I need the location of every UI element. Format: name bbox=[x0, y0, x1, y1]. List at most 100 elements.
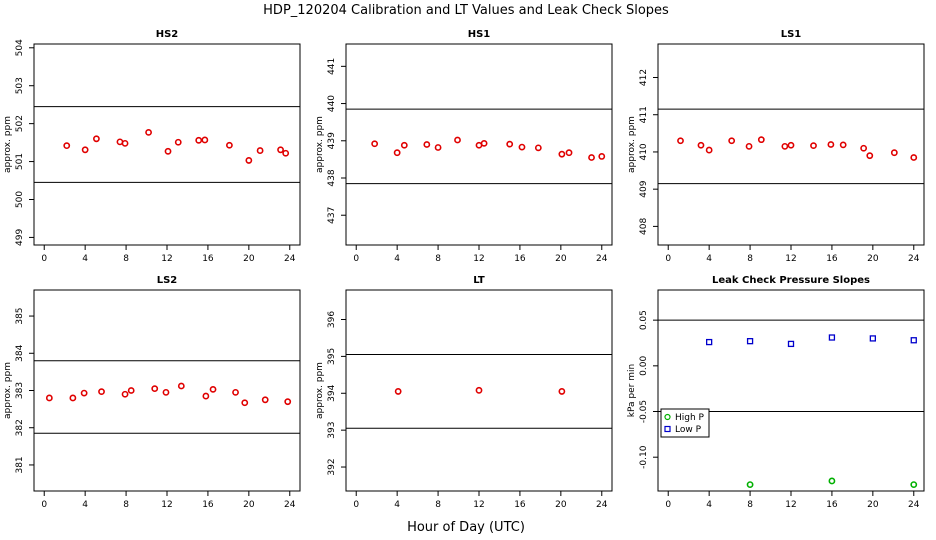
y-tick-label: 396 bbox=[327, 311, 337, 328]
x-tick-label: 20 bbox=[243, 254, 255, 264]
data-point bbox=[746, 338, 754, 345]
data-point bbox=[745, 142, 753, 150]
x-tick-label: 4 bbox=[394, 254, 400, 264]
chart-panel-4: LS2 0 4 8 12 16 20 24 381 382 383 384 385 approx. ppm bbox=[3, 275, 301, 510]
data-point bbox=[98, 388, 105, 396]
y-tick-label: 0.00 bbox=[639, 356, 649, 376]
y-tick-label: 394 bbox=[327, 384, 337, 401]
data-point bbox=[860, 144, 868, 152]
data-point bbox=[827, 141, 835, 148]
data-point bbox=[558, 150, 566, 158]
y-axis-label: approx. ppm bbox=[3, 362, 13, 419]
y-axis-label: approx. ppm bbox=[315, 116, 325, 173]
y-tick-label: 395 bbox=[327, 348, 337, 365]
chart-panel-1: HS2 0 4 8 12 16 20 24 499 500 501 502 503 504 approx. … bbox=[3, 29, 301, 264]
y-tick-label: 502 bbox=[15, 115, 25, 132]
x-tick-label: 16 bbox=[514, 254, 526, 264]
x-tick-label: 4 bbox=[82, 500, 88, 510]
data-point bbox=[63, 142, 71, 150]
data-point bbox=[910, 481, 918, 489]
data-point bbox=[728, 137, 736, 145]
data-point bbox=[127, 387, 135, 394]
plot-frame bbox=[345, 43, 613, 246]
y-tick-label: 504 bbox=[15, 39, 25, 56]
x-tick-label: 16 bbox=[202, 500, 214, 510]
data-point bbox=[706, 338, 713, 346]
plot-frame bbox=[33, 43, 301, 246]
data-point bbox=[195, 136, 203, 144]
legend-label: High P bbox=[675, 413, 705, 423]
data-point bbox=[394, 388, 402, 395]
y-tick-label: 438 bbox=[327, 169, 337, 186]
x-tick-label: 16 bbox=[826, 500, 838, 510]
data-point bbox=[80, 389, 88, 397]
y-tick-label: 439 bbox=[327, 132, 337, 149]
data-point bbox=[475, 386, 483, 394]
y-tick-label: -0.10 bbox=[639, 445, 649, 469]
x-tick-label: 8 bbox=[123, 500, 129, 510]
x-tick-label: 20 bbox=[555, 500, 567, 510]
y-tick-label: 382 bbox=[15, 419, 25, 436]
data-point bbox=[400, 141, 408, 149]
y-tick-label: 409 bbox=[639, 180, 649, 197]
chart-panel-5: LT 0 4 8 12 16 20 24 392 393 394 395 396 approx. ppm bbox=[315, 275, 613, 510]
data-point bbox=[506, 140, 514, 148]
x-tick-label: 0 bbox=[353, 500, 359, 510]
y-tick-label: 437 bbox=[327, 207, 337, 224]
y-tick-label: 408 bbox=[639, 218, 649, 235]
figure-title: HDP_120204 Calibration and LT Values and… bbox=[263, 3, 669, 18]
data-point bbox=[746, 481, 754, 489]
plot-frame bbox=[345, 289, 613, 492]
x-tick-label: 12 bbox=[473, 254, 484, 264]
data-point bbox=[277, 146, 284, 154]
data-point bbox=[202, 392, 210, 400]
data-point bbox=[787, 340, 795, 348]
data-point bbox=[869, 335, 876, 342]
y-tick-label: 383 bbox=[15, 382, 25, 399]
data-point bbox=[890, 149, 898, 157]
x-tick-label: 12 bbox=[473, 500, 484, 510]
y-tick-label: 503 bbox=[15, 77, 25, 94]
data-point bbox=[565, 149, 573, 157]
y-tick-label: 384 bbox=[15, 344, 25, 361]
data-point bbox=[828, 477, 836, 485]
y-tick-label: 410 bbox=[639, 143, 649, 160]
x-tick-label: 24 bbox=[596, 500, 608, 510]
data-point bbox=[45, 394, 53, 402]
data-point bbox=[284, 398, 292, 406]
y-tick-label: 385 bbox=[15, 307, 25, 324]
data-point bbox=[164, 147, 172, 155]
panel-title: Leak Check Pressure Slopes bbox=[712, 275, 870, 286]
x-tick-label: 12 bbox=[785, 254, 796, 264]
x-tick-label: 12 bbox=[161, 254, 172, 264]
x-tick-label: 24 bbox=[284, 500, 296, 510]
data-point bbox=[241, 399, 249, 407]
y-tick-label: 441 bbox=[327, 58, 337, 75]
data-point bbox=[434, 144, 442, 151]
x-tick-label: 8 bbox=[123, 254, 129, 264]
x-tick-label: 0 bbox=[665, 500, 671, 510]
data-point bbox=[558, 388, 566, 395]
data-point bbox=[781, 142, 789, 150]
y-tick-label: 499 bbox=[15, 229, 25, 246]
y-tick-label: 440 bbox=[327, 95, 337, 112]
x-tick-label: 16 bbox=[826, 254, 838, 264]
chart-panel-2: HS1 0 4 8 12 16 20 24 437 438 439 440 441 approx. ppm bbox=[315, 29, 613, 264]
data-point bbox=[282, 149, 290, 157]
data-point bbox=[423, 141, 431, 148]
legend-box bbox=[660, 408, 710, 438]
chart-panel-6: Leak Check Pressure Slopes 0 4 8 12 16 20 24 -0.… bbox=[627, 275, 925, 510]
x-tick-label: 0 bbox=[665, 254, 671, 264]
data-point bbox=[480, 139, 488, 147]
y-tick-label: 411 bbox=[639, 106, 649, 123]
x-tick-label: 12 bbox=[785, 500, 796, 510]
x-tick-label: 24 bbox=[908, 500, 920, 510]
x-tick-label: 16 bbox=[514, 500, 526, 510]
y-tick-label: 500 bbox=[15, 191, 25, 208]
x-tick-label: 0 bbox=[353, 254, 359, 264]
data-point bbox=[145, 128, 152, 136]
x-tick-label: 8 bbox=[747, 254, 753, 264]
x-tick-label: 24 bbox=[284, 254, 296, 264]
panel-title: HS1 bbox=[468, 29, 491, 40]
data-point bbox=[598, 153, 606, 160]
